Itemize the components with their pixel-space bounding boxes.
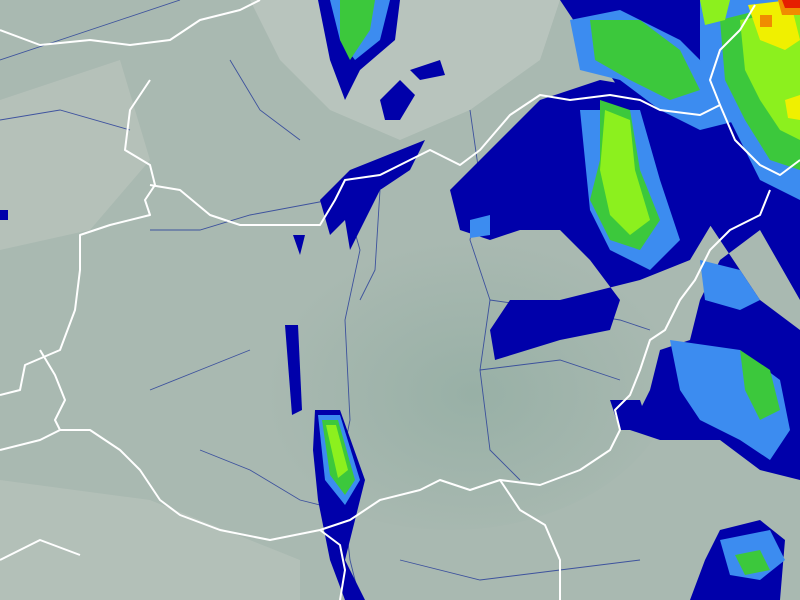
highland-west xyxy=(0,60,150,250)
precipitation-level-7 xyxy=(782,0,800,8)
highland-south xyxy=(0,480,300,600)
